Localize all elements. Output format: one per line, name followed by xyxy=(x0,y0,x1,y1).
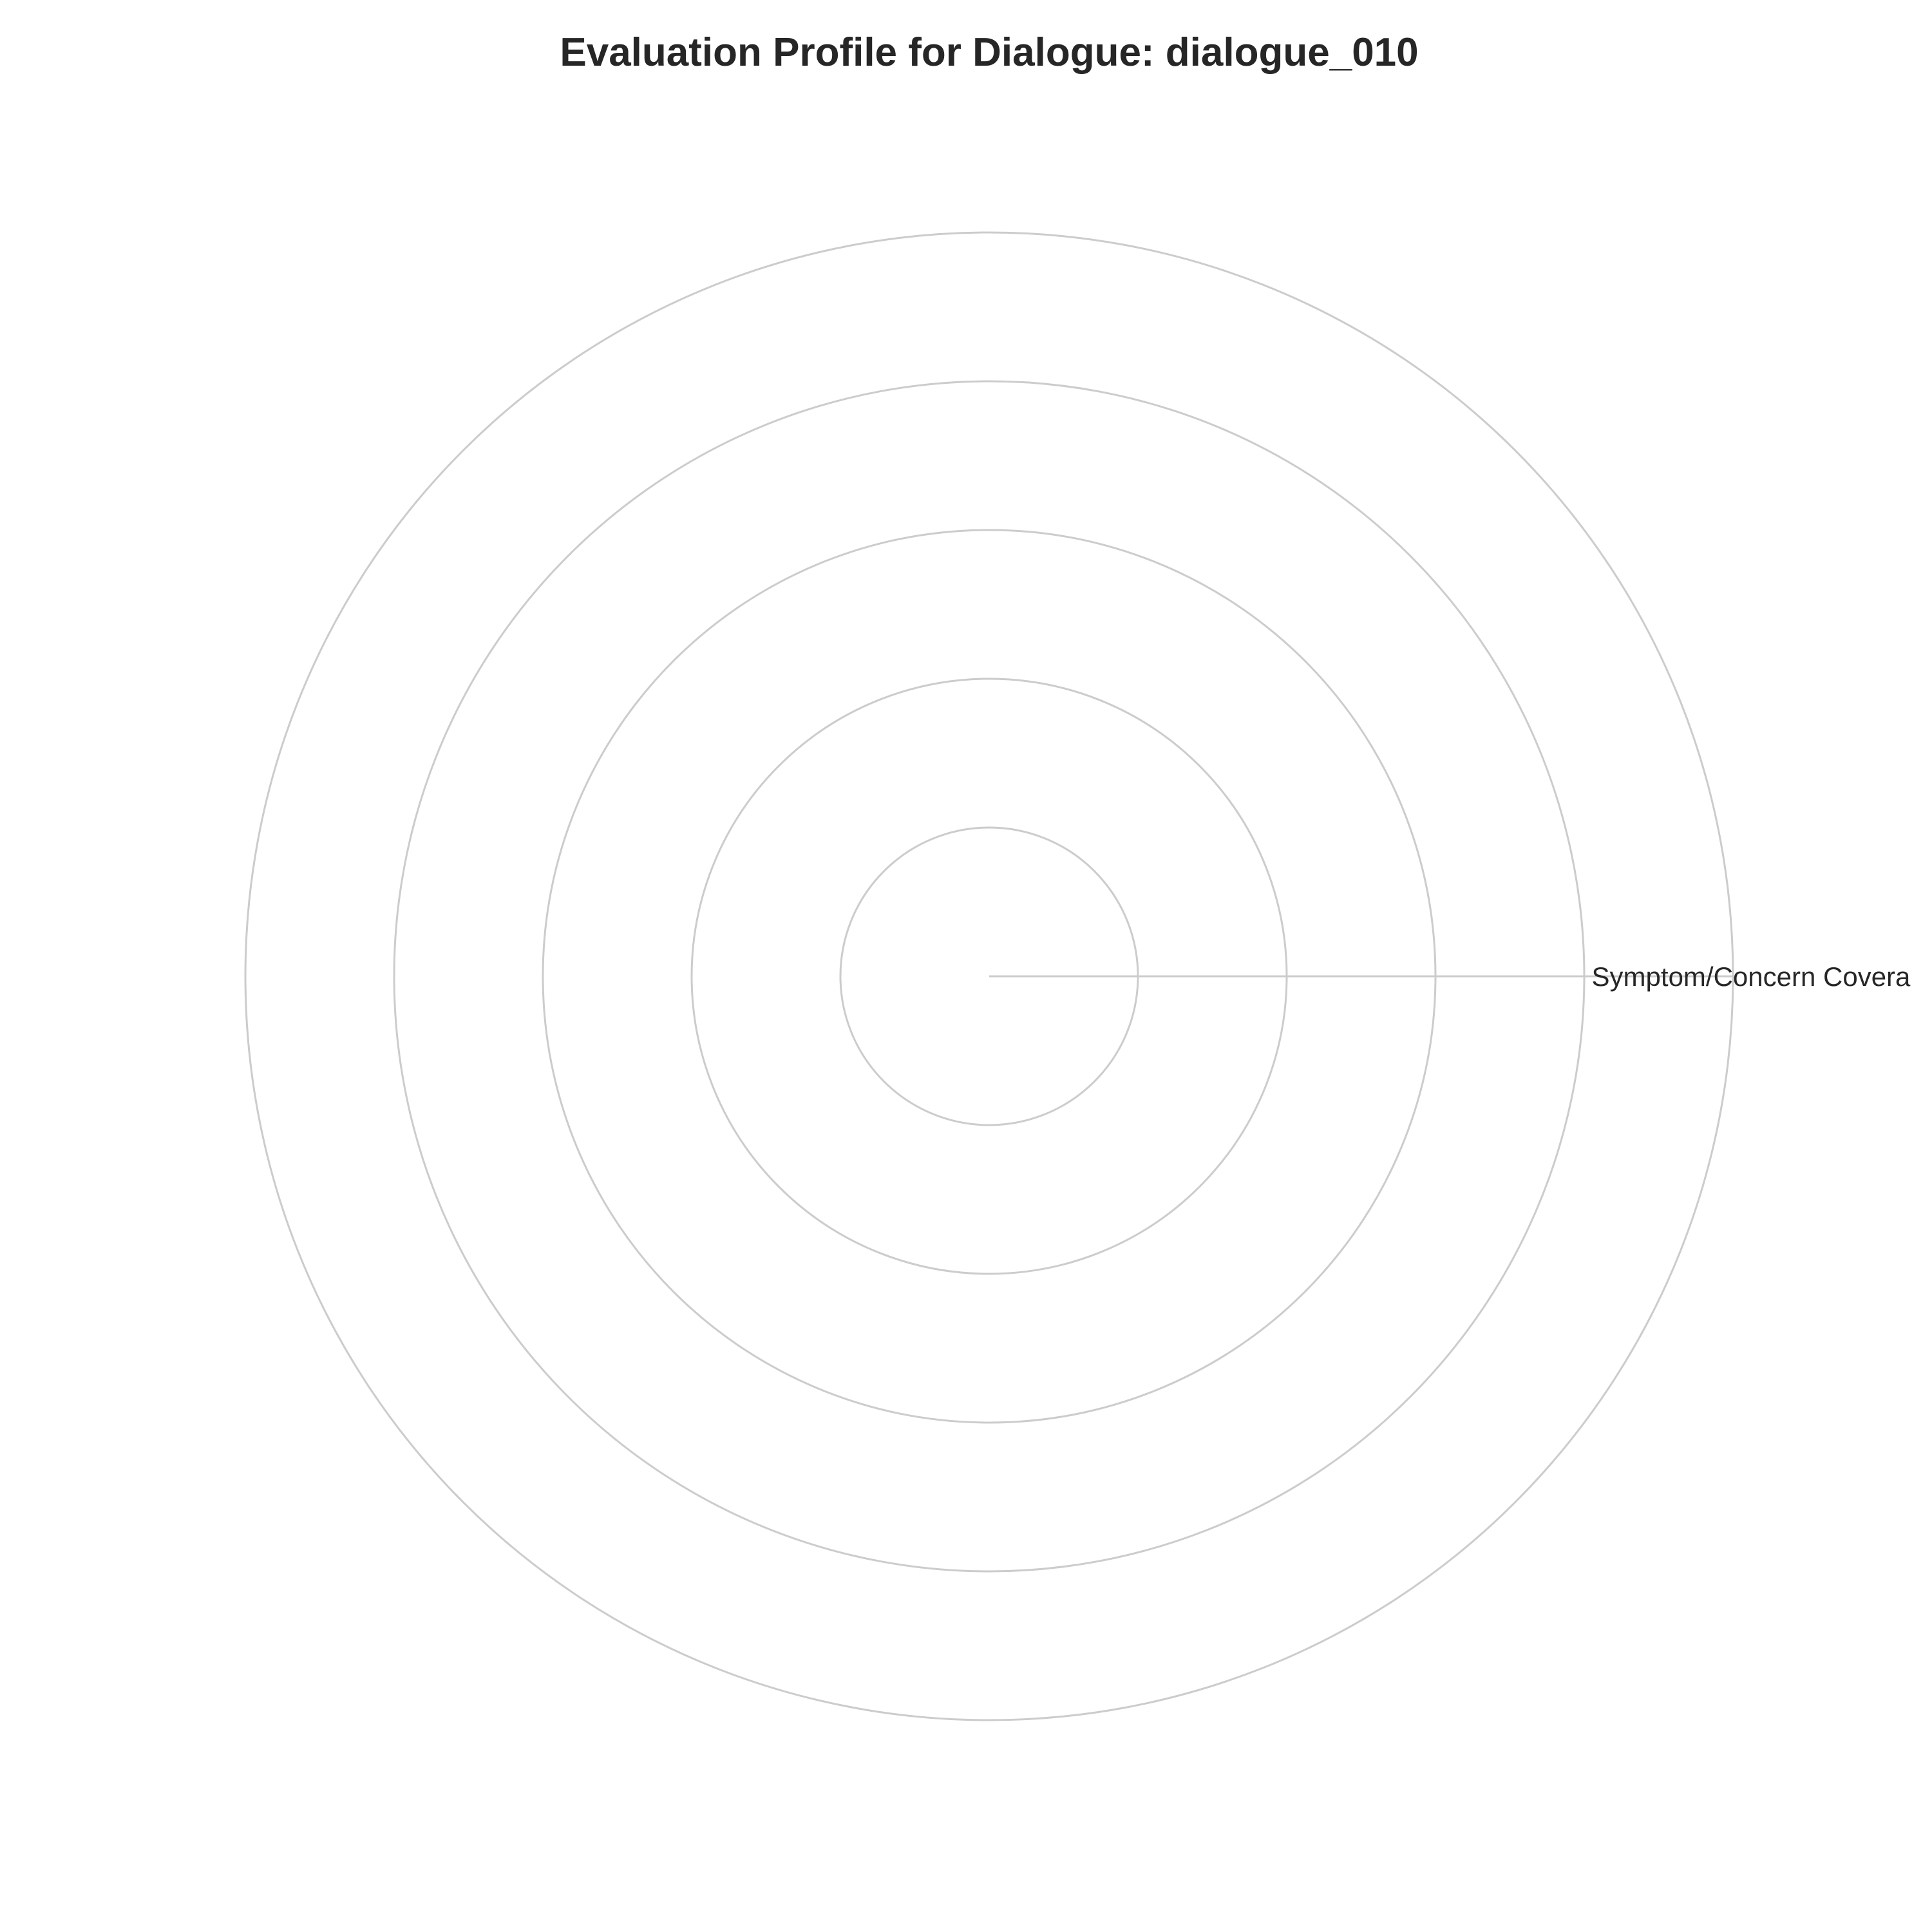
chart-title: Evaluation Profile for Dialogue: dialogu… xyxy=(560,30,1418,75)
category-label-0: Symptom/Concern Covera xyxy=(1592,961,1911,992)
axis-labels: Symptom/Concern Covera xyxy=(1592,961,1911,992)
